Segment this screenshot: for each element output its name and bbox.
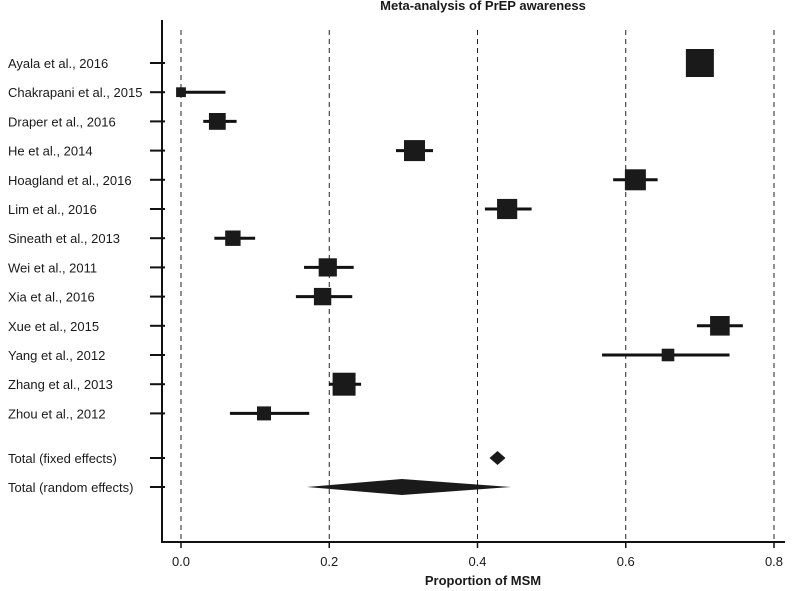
effect-box <box>257 406 272 421</box>
study-label: Chakrapani et al., 2015 <box>8 85 142 100</box>
effect-box <box>624 169 646 191</box>
study-row: Xia et al., 2016 <box>8 287 353 306</box>
summary-rows: Total (fixed effects) Total (random effec… <box>8 451 511 495</box>
study-row: Wei et al., 2011 <box>8 258 354 277</box>
study-label: Zhang et al., 2013 <box>8 377 113 392</box>
x-tick-label: 0.2 <box>320 554 338 569</box>
x-tick-label: 0.6 <box>617 554 635 569</box>
study-label: Sineath et al., 2013 <box>8 231 120 246</box>
x-tick-label: 0.8 <box>765 554 783 569</box>
effect-box <box>661 348 675 362</box>
effect-box <box>225 230 241 246</box>
x-axis-label: Proportion of MSM <box>425 573 541 588</box>
study-label: Yang et al., 2012 <box>8 348 105 363</box>
effect-box <box>685 49 714 77</box>
study-row: Sineath et al., 2013 <box>8 230 256 246</box>
study-label: Zhou et al., 2012 <box>8 406 106 421</box>
axes <box>161 20 785 543</box>
study-row: He et al., 2014 <box>8 140 434 162</box>
study-label: Lim et al., 2016 <box>8 202 97 217</box>
effect-box <box>710 316 730 336</box>
study-label: Xia et al., 2016 <box>8 290 95 305</box>
summary-label: Total (fixed effects) <box>8 451 117 466</box>
chart-title: Meta-analysis of PrEP awareness <box>380 0 586 13</box>
effect-box <box>332 372 356 396</box>
study-row: Ayala et al., 2016 <box>8 49 714 77</box>
study-label: Draper et al., 2016 <box>8 114 116 129</box>
study-label: Xue et al., 2015 <box>8 319 99 334</box>
gridlines <box>180 30 775 542</box>
effect-box <box>208 113 226 130</box>
summary-diamond <box>489 451 506 465</box>
summary-label: Total (random effects) <box>8 480 133 495</box>
study-row: Zhang et al., 2013 <box>8 372 362 396</box>
effect-box <box>313 287 332 306</box>
study-label: Wei et al., 2011 <box>8 260 97 275</box>
study-row: Yang et al., 2012 <box>8 348 730 363</box>
study-label: Hoagland et al., 2016 <box>8 173 132 188</box>
study-row: Draper et al., 2016 <box>8 113 237 130</box>
study-label: He et al., 2014 <box>8 144 93 159</box>
effect-box <box>318 258 337 277</box>
effect-box <box>497 198 518 220</box>
summary-diamond <box>307 479 511 495</box>
effect-box <box>403 140 425 162</box>
study-row: Chakrapani et al., 2015 <box>8 85 226 100</box>
summary-row: Total (fixed effects) <box>8 451 506 466</box>
summary-row: Total (random effects) <box>8 479 511 495</box>
study-rows: Ayala et al., 2016 Chakrapani et al., 201… <box>8 49 743 421</box>
x-tick-label: 0.0 <box>172 554 190 569</box>
x-axis-ticks: 0.0 0.2 0.4 0.6 0.8 <box>172 542 783 569</box>
study-row: Lim et al., 2016 <box>8 198 532 220</box>
study-row: Hoagland et al., 2016 <box>8 169 658 191</box>
study-row: Zhou et al., 2012 <box>8 406 310 421</box>
study-row: Xue et al., 2015 <box>8 316 743 336</box>
x-tick-label: 0.4 <box>468 554 486 569</box>
effect-box <box>176 87 186 98</box>
study-label: Ayala et al., 2016 <box>8 56 108 71</box>
